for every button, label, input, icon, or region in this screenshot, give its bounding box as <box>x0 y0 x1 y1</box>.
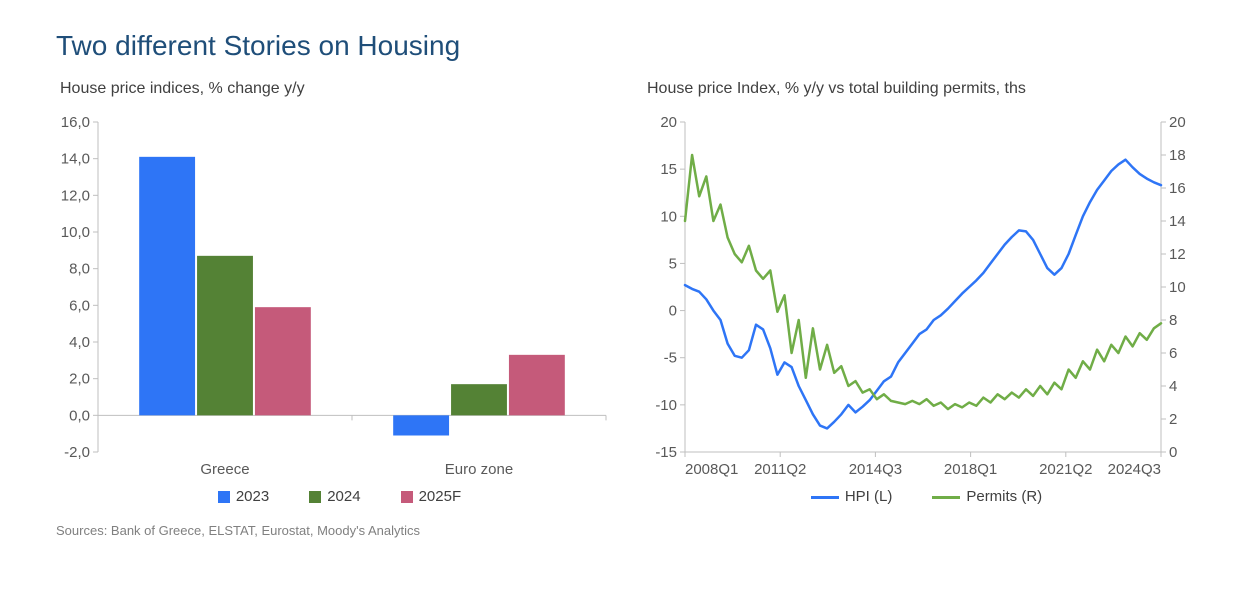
svg-text:2: 2 <box>1169 411 1177 428</box>
svg-text:4: 4 <box>1169 378 1177 395</box>
svg-text:0,0: 0,0 <box>69 407 90 424</box>
svg-text:5: 5 <box>669 255 677 272</box>
svg-text:-10: -10 <box>655 397 677 414</box>
svg-text:2018Q1: 2018Q1 <box>944 461 997 478</box>
legend-swatch <box>401 491 413 503</box>
line-chart-subtitle: House price Index, % y/y vs total buildi… <box>647 80 1210 98</box>
line-chart-legend: HPI (L) Permits (R) <box>643 488 1210 505</box>
svg-text:2021Q2: 2021Q2 <box>1039 461 1092 478</box>
svg-text:4,0: 4,0 <box>69 334 90 351</box>
svg-text:2024Q3: 2024Q3 <box>1108 461 1161 478</box>
legend-item: 2025F <box>401 488 462 505</box>
svg-text:15: 15 <box>660 161 677 178</box>
bar-chart-panel: House price indices, % change y/y -2,0 0,… <box>56 80 623 505</box>
svg-text:2011Q2: 2011Q2 <box>754 461 806 478</box>
legend-swatch <box>218 491 230 503</box>
bar-chart-subtitle: House price indices, % change y/y <box>60 80 623 98</box>
svg-text:-5: -5 <box>664 350 677 367</box>
line-chart-panel: House price Index, % y/y vs total buildi… <box>643 80 1210 505</box>
svg-text:14,0: 14,0 <box>61 151 90 168</box>
line-chart-svg: -15 -10 -5 0 5 10 15 20 0 2 4 6 8 10 12 14 16 18 20 2008Q1 2… <box>643 112 1203 482</box>
svg-text:10: 10 <box>660 208 677 225</box>
legend-item: 2024 <box>309 488 360 505</box>
svg-text:6: 6 <box>1169 345 1177 362</box>
svg-text:2008Q1: 2008Q1 <box>685 461 738 478</box>
svg-text:-15: -15 <box>655 444 677 461</box>
svg-text:12,0: 12,0 <box>61 187 90 204</box>
legend-item: 2023 <box>218 488 269 505</box>
svg-text:0: 0 <box>669 303 677 320</box>
svg-text:20: 20 <box>660 114 677 131</box>
svg-text:18: 18 <box>1169 147 1186 164</box>
svg-text:20: 20 <box>1169 114 1186 131</box>
legend-item: HPI (L) <box>811 488 893 505</box>
svg-text:10,0: 10,0 <box>61 224 90 241</box>
main-title: Two different Stories on Housing <box>56 30 1210 62</box>
svg-text:12: 12 <box>1169 246 1186 263</box>
svg-text:2014Q3: 2014Q3 <box>849 461 902 478</box>
bar-chart-legend: 2023 2024 2025F <box>56 488 623 505</box>
svg-text:8,0: 8,0 <box>69 261 90 278</box>
svg-text:14: 14 <box>1169 213 1186 230</box>
svg-text:Euro zone: Euro zone <box>445 461 513 478</box>
chart-figure: Two different Stories on Housing House p… <box>0 0 1250 599</box>
charts-row: House price indices, % change y/y -2,0 0,… <box>56 80 1210 505</box>
sources-text: Sources: Bank of Greece, ELSTAT, Eurosta… <box>56 523 1210 538</box>
bar-chart-svg: -2,0 0,0 2,0 4,0 6,0 8,0 10,0 12,0 14,0 16,0 Greec… <box>56 112 616 482</box>
svg-text:16: 16 <box>1169 180 1186 197</box>
svg-text:Greece: Greece <box>200 461 249 478</box>
svg-text:6,0: 6,0 <box>69 297 90 314</box>
legend-line-swatch <box>932 496 960 499</box>
svg-text:16,0: 16,0 <box>61 114 90 131</box>
legend-swatch <box>309 491 321 503</box>
svg-text:8: 8 <box>1169 312 1177 329</box>
svg-text:-2,0: -2,0 <box>64 444 90 461</box>
legend-item: Permits (R) <box>932 488 1042 505</box>
svg-text:2,0: 2,0 <box>69 371 90 388</box>
svg-text:10: 10 <box>1169 279 1186 296</box>
svg-text:0: 0 <box>1169 444 1177 461</box>
legend-line-swatch <box>811 496 839 499</box>
